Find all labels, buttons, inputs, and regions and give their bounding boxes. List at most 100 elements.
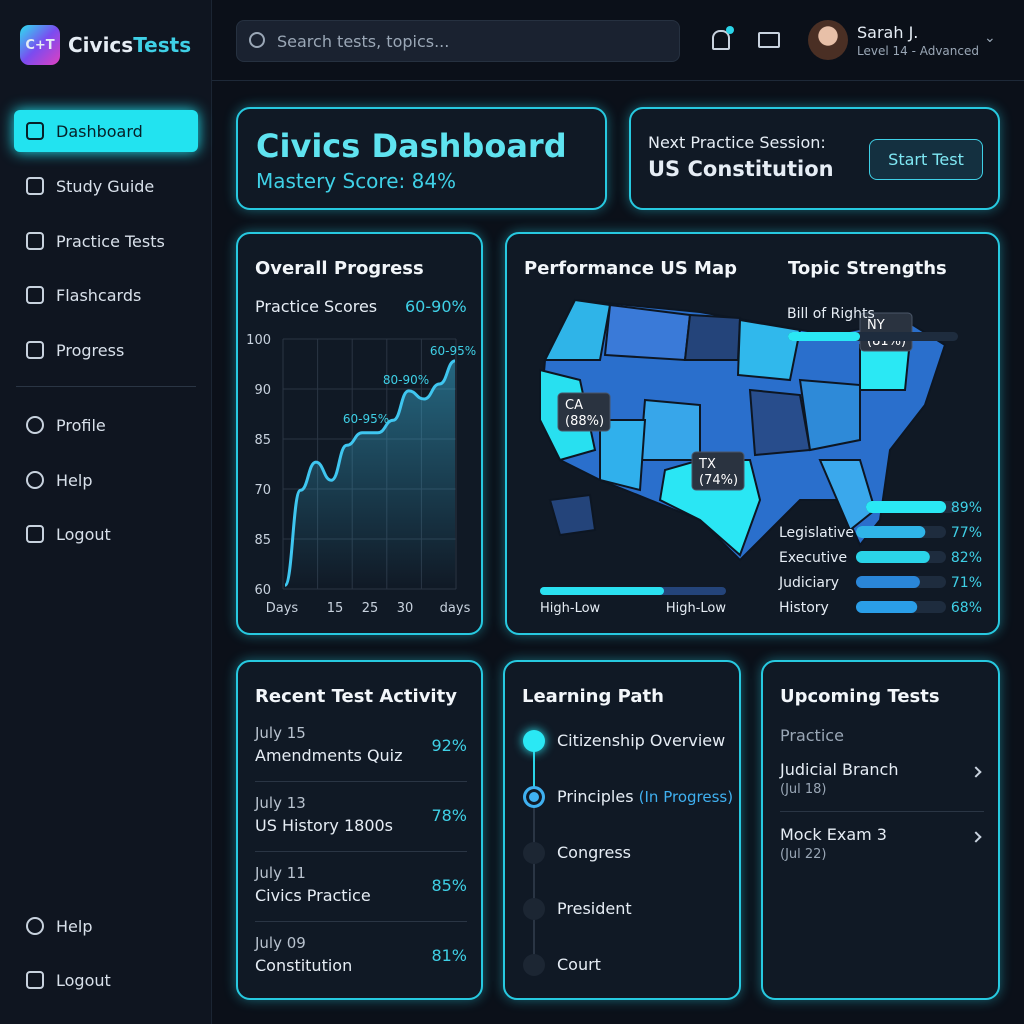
step-dot <box>523 786 545 808</box>
nav-label: Help <box>56 916 93 936</box>
section-label: Practice <box>780 726 844 745</box>
nav-item[interactable]: Help <box>14 905 198 947</box>
nav-label: Dashboard <box>56 121 143 141</box>
step-name: Congress <box>557 843 631 862</box>
brand-name[interactable]: CivicsTests <box>68 33 191 57</box>
line-area <box>285 360 455 589</box>
card-title: Overall Progress <box>255 258 424 279</box>
bar <box>856 601 918 613</box>
nav-item[interactable]: Study Guide <box>14 165 198 207</box>
x-tick-label: 15 <box>327 601 344 616</box>
callout <box>557 392 611 432</box>
brand-a: Civics <box>68 33 134 57</box>
upcoming-row[interactable]: Mock Exam 3 (Jul 22) <box>780 825 984 877</box>
nav-item[interactable]: Dashboard <box>14 110 198 152</box>
mastery-score: Mastery Score: 84% <box>256 169 457 193</box>
step-name: President <box>557 899 632 918</box>
path-card: Learning Path Citizenship Overview Princi… <box>503 660 741 1000</box>
nav-item[interactable]: Practice Tests <box>14 220 198 262</box>
y-tick-label: 100 <box>246 333 271 348</box>
nav-label: Flashcards <box>56 285 142 305</box>
step-dot <box>523 898 545 920</box>
activity-score: 81% <box>431 946 467 965</box>
y-tick-label: 85 <box>254 533 271 548</box>
activity-row[interactable]: July 15 Amendments Quiz 92% <box>255 724 467 782</box>
chevron[interactable]: ⌄ <box>984 30 996 46</box>
topic-name: Legislative <box>779 525 854 541</box>
avatar[interactable] <box>808 20 848 60</box>
session-card: Next Practice Session: US Constitution S… <box>629 107 1000 210</box>
activity-row[interactable]: July 11 Civics Practice 85% <box>255 864 467 922</box>
step-name: Citizenship Overview <box>557 731 726 750</box>
activity-row[interactable]: July 13 US History 1800s 78% <box>255 794 467 852</box>
test-date: (Jul 18) <box>780 782 827 797</box>
bar-highlight <box>788 332 860 341</box>
value-label: 89% <box>951 500 982 516</box>
annotation: 80-90% <box>383 373 429 387</box>
start-button[interactable]: Start Test <box>869 139 983 180</box>
nav-label: Progress <box>56 340 125 360</box>
notification-icon[interactable] <box>712 30 730 50</box>
annotation: 60-95% <box>343 412 389 426</box>
nav-item[interactable]: Flashcards <box>14 274 198 316</box>
card-title: Upcoming Tests <box>780 686 940 707</box>
step-status: (In Progress) <box>638 788 734 806</box>
y-tick-label: 60 <box>254 583 271 598</box>
user-name: Sarah J. <box>857 23 919 42</box>
annotation: 60-95% <box>430 344 476 358</box>
value-label: 77% <box>951 525 982 541</box>
topic-name: Bill of Rights <box>787 306 875 322</box>
nav-label: Study Guide <box>56 176 155 196</box>
y-tick-label: 70 <box>254 483 271 498</box>
activity-name: Constitution <box>255 956 353 975</box>
activity-name: Civics Practice <box>255 886 371 905</box>
search-placeholder: Search tests, topics... <box>277 32 450 51</box>
step-name: Court <box>557 955 601 974</box>
nav-item[interactable]: Profile <box>14 404 198 446</box>
legend-label: High-Low <box>540 601 601 616</box>
header-card: Civics Dashboard Mastery Score: 84% <box>236 107 607 210</box>
search-box[interactable]: Search tests, topics... <box>236 20 680 62</box>
sidebar: C+T CivicsTests Dashboard Study Guide Pr… <box>0 0 212 1024</box>
nav-item[interactable]: Help <box>14 459 198 501</box>
mail-icon[interactable] <box>758 32 780 48</box>
nav-item[interactable]: Logout <box>14 513 198 555</box>
line <box>283 359 456 587</box>
nav-item[interactable]: Logout <box>14 959 198 1001</box>
nav-label: Logout <box>56 970 111 990</box>
y-tick-label: 85 <box>254 433 271 448</box>
test-name: Mock Exam 3 <box>780 825 887 844</box>
state-label: TX <box>698 457 716 472</box>
activity-name: US History 1800s <box>255 816 394 835</box>
test-date: (Jul 22) <box>780 847 827 862</box>
nav-item[interactable]: Progress <box>14 329 198 371</box>
recent-card: Recent Test Activity July 15 Amendments Q… <box>236 660 483 1000</box>
step-label[interactable]: President <box>557 899 632 918</box>
step-dot <box>523 954 545 976</box>
activity-date: July 13 <box>255 794 306 812</box>
step-dot <box>523 730 545 752</box>
chevron <box>970 766 982 778</box>
step-name: Principles <box>557 787 634 806</box>
card-title: Learning Path <box>522 686 664 707</box>
session-label: Next Practice Session: <box>648 133 826 152</box>
upcoming-row[interactable]: Judicial Branch (Jul 18) <box>780 760 984 812</box>
card-title: Topic Strengths <box>788 258 947 279</box>
card-title: Recent Test Activity <box>255 686 457 707</box>
state-label: NY <box>867 318 885 333</box>
x-tick-label: 30 <box>397 601 414 616</box>
activity-row[interactable]: July 09 Constitution 81% <box>255 934 467 992</box>
x-tick-label: 25 <box>362 601 379 616</box>
activity-score: 85% <box>431 876 467 895</box>
value-label: 71% <box>951 575 982 591</box>
step-label[interactable]: Court <box>557 955 601 974</box>
nav-label: Help <box>56 470 93 490</box>
bar <box>866 501 947 513</box>
step-label[interactable]: Congress <box>557 843 631 862</box>
value-label: 68% <box>951 600 982 616</box>
step-label[interactable]: Citizenship Overview <box>557 731 725 750</box>
step-label[interactable]: Principles (In Progress) <box>557 787 733 806</box>
activity-score: 78% <box>431 806 467 825</box>
